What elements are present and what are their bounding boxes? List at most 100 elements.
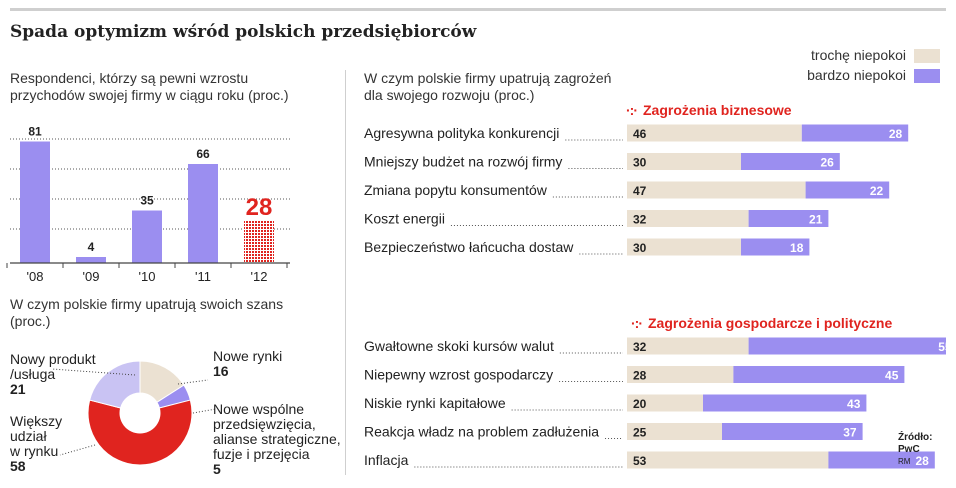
threat-row-label: Niskie rynki kapitałowe bbox=[364, 395, 506, 411]
pie-label-line: udział bbox=[10, 428, 47, 444]
pie-chart-title-line: (proc.) bbox=[10, 313, 51, 329]
threat-bar-strong bbox=[741, 153, 840, 170]
section-title: Zagrożenia biznesowe bbox=[643, 102, 792, 118]
threat-value-slight: 46 bbox=[633, 127, 647, 141]
top-rule bbox=[10, 8, 946, 11]
pie-label-line: alianse strategiczne, bbox=[213, 431, 341, 447]
bar bbox=[244, 221, 274, 263]
threat-value-strong: 28 bbox=[915, 454, 929, 468]
pie-label-line: Większy bbox=[10, 413, 63, 429]
threat-value-slight: 53 bbox=[633, 454, 647, 468]
threat-bar-slight bbox=[627, 124, 802, 142]
page-title: Spada optymizm wśród polskich przedsiębi… bbox=[10, 22, 477, 42]
threat-bar-strong bbox=[703, 394, 867, 412]
bar-tick-label: '10 bbox=[139, 269, 156, 284]
threat-row-label: Gwałtowne skoki kursów walut bbox=[364, 338, 554, 354]
legend-item-strong: bardzo niepokoi bbox=[720, 67, 940, 87]
threat-bar-strong bbox=[805, 181, 890, 199]
pie-leader-line bbox=[59, 444, 96, 456]
bar-chart-title-line: Respondenci, którzy są pewni wzrostu bbox=[10, 70, 249, 86]
legend-swatch-slight bbox=[914, 49, 940, 63]
pie-value: 5 bbox=[213, 461, 221, 477]
bar bbox=[20, 141, 50, 263]
bar-chart-title-line: przychodów swojej firmy w ciągu roku (pr… bbox=[10, 87, 289, 103]
threat-bar-strong bbox=[741, 238, 810, 256]
pie-value: 21 bbox=[10, 381, 26, 397]
pie-value: 58 bbox=[10, 458, 26, 474]
threat-bar-slight bbox=[627, 181, 806, 199]
pie-slice bbox=[87, 399, 193, 466]
bar-value-label: 4 bbox=[88, 240, 95, 254]
bar-value-label: 28 bbox=[246, 194, 273, 221]
threat-row-label: Mniejszy budżet na rozwój firmy bbox=[364, 154, 562, 170]
threat-bar-slight bbox=[627, 337, 749, 355]
threat-bar-strong bbox=[828, 451, 935, 469]
threat-row-label: Niepewny wzrost gospodarczy bbox=[364, 367, 553, 383]
threat-bar-slight bbox=[627, 153, 741, 170]
pie-label-line: fuzje i przejęcia bbox=[213, 446, 310, 462]
threat-bar-strong bbox=[748, 210, 829, 227]
threat-bar-strong bbox=[748, 337, 946, 355]
pie-label-line: Nowy produkt bbox=[10, 351, 96, 367]
pie-label-line: Nowe rynki bbox=[213, 348, 283, 364]
pie-chart-title-line: W czym polskie firmy upatrują swoich sza… bbox=[10, 296, 284, 312]
source-name: PwC bbox=[898, 444, 920, 455]
source-note: Źródło: PwC RM bbox=[898, 432, 932, 468]
threat-value-strong: 28 bbox=[889, 127, 903, 141]
threat-value-slight: 32 bbox=[633, 213, 647, 227]
bar-tick-label: '12 bbox=[251, 269, 268, 284]
legend-item-slight: trochę niepokoi bbox=[720, 47, 940, 67]
threat-row-label: Reakcja władz na problem zadłużenia bbox=[364, 424, 599, 440]
pie-chart bbox=[51, 360, 217, 466]
pie-leader-line bbox=[192, 408, 217, 414]
threats-chart-title: W czym polskie firmy upatrują zagrożeń d… bbox=[364, 70, 611, 104]
section-business-threats: ·:· Zagrożenia biznesowe bbox=[626, 102, 792, 118]
threats-chart: Agresywna polityka konkurencji 46 28 Mniejs… bbox=[364, 124, 946, 469]
threat-bar-slight bbox=[627, 238, 741, 256]
threat-row-label: Agresywna polityka konkurencji bbox=[364, 125, 559, 141]
threats-chart-title-line: dla swojego rozwoju (proc.) bbox=[364, 87, 535, 103]
bar-value-label: 66 bbox=[196, 147, 210, 161]
pie-value: 16 bbox=[213, 363, 229, 379]
pie-label-joint-ventures: Nowe wspólne przedsięwzięcia, alianse st… bbox=[213, 402, 341, 477]
threat-value-strong: 21 bbox=[809, 213, 823, 227]
threat-value-strong: 45 bbox=[885, 369, 899, 383]
legend-swatch-strong bbox=[914, 69, 940, 83]
bar-chart-title: Respondenci, którzy są pewni wzrostu prz… bbox=[10, 70, 289, 104]
threat-row-label: Koszt energii bbox=[364, 211, 445, 227]
threat-value-strong: 22 bbox=[870, 184, 884, 198]
threat-row-label: Inflacja bbox=[364, 452, 409, 468]
threat-bar-slight bbox=[627, 423, 722, 440]
bar bbox=[132, 210, 162, 263]
threat-bar-slight bbox=[627, 366, 734, 383]
column-divider bbox=[345, 70, 346, 475]
threat-value-slight: 28 bbox=[633, 369, 647, 383]
threat-value-slight: 30 bbox=[633, 156, 647, 170]
source-label: Źródło: bbox=[898, 432, 933, 443]
threat-value-slight: 30 bbox=[633, 241, 647, 255]
bar-tick-label: '11 bbox=[195, 269, 211, 284]
threat-value-strong: 26 bbox=[820, 156, 834, 170]
threat-value-slight: 25 bbox=[633, 426, 647, 440]
threat-value-slight: 20 bbox=[633, 397, 647, 411]
threat-bar-slight bbox=[627, 210, 749, 227]
pie-leader-line bbox=[177, 379, 209, 385]
bar bbox=[76, 257, 106, 263]
legend: trochę niepokoi bardzo niepokoi bbox=[720, 47, 940, 87]
bar-tick-label: '08 bbox=[27, 269, 44, 284]
pie-label-market-share: Większy udział w rynku 58 bbox=[10, 414, 62, 474]
threat-value-strong: 37 bbox=[843, 426, 857, 440]
bar-value-label: 35 bbox=[140, 194, 154, 208]
threat-bar-slight bbox=[627, 451, 829, 469]
source-author: RM bbox=[898, 457, 911, 466]
threat-value-slight: 32 bbox=[633, 340, 647, 354]
bar-tick-label: '09 bbox=[83, 269, 100, 284]
section-economic-threats: ·:· Zagrożenia gospodarcze i polityczne bbox=[631, 315, 892, 331]
threat-value-strong: 55 bbox=[938, 340, 946, 354]
pie-leader-line bbox=[51, 368, 136, 376]
section-dots-icon: ·:· bbox=[626, 102, 638, 118]
pie-label-new-markets: Nowe rynki 16 bbox=[213, 349, 282, 379]
section-dots-icon: ·:· bbox=[631, 315, 643, 331]
legend-label-strong: bardzo niepokoi bbox=[807, 67, 906, 83]
pie-label-line: /usługa bbox=[10, 366, 56, 382]
